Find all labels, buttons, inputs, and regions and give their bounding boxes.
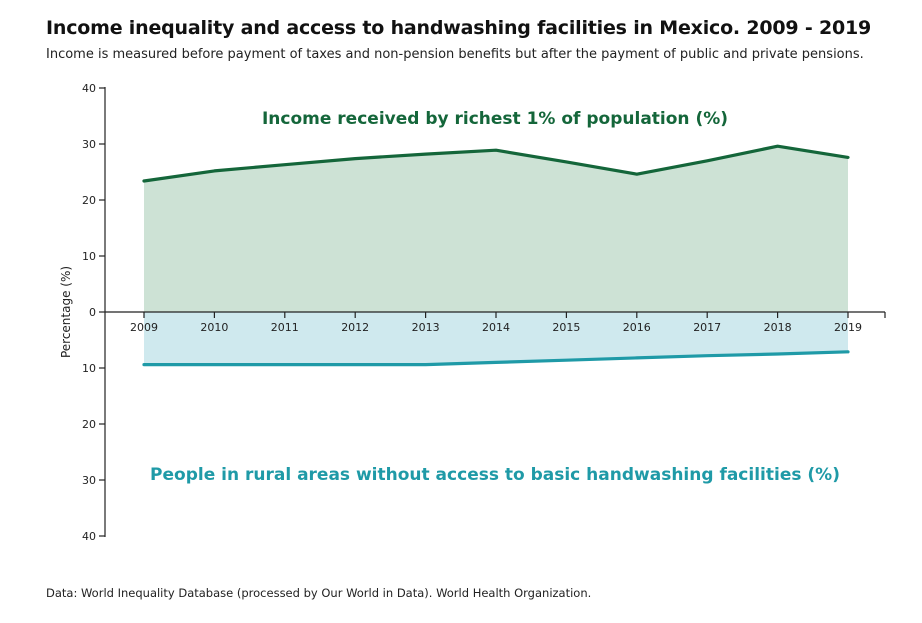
- y-tick-label: 40: [82, 530, 96, 543]
- series-line-1: [142, 350, 850, 367]
- x-tick-label: 2011: [271, 321, 299, 334]
- x-tick-label: 2016: [623, 321, 651, 334]
- x-tick-label: 2014: [482, 321, 510, 334]
- x-tick-label: 2013: [412, 321, 440, 334]
- x-tick-label: 2015: [552, 321, 580, 334]
- series-label-income: Income received by richest 1% of populat…: [262, 109, 728, 129]
- y-tick-label: 30: [82, 138, 96, 151]
- x-tick-label: 2009: [130, 321, 158, 334]
- x-tick-label: 2012: [341, 321, 369, 334]
- x-tick-label: 2018: [764, 321, 792, 334]
- y-tick-label: 40: [82, 82, 96, 95]
- data-source-note: Data: World Inequality Database (process…: [46, 586, 592, 600]
- y-tick-label: 20: [82, 418, 96, 431]
- x-axis-ticks: 2009 2010 2011 2012 2013 2014 2015 2016 2017 2018…: [130, 312, 862, 334]
- x-tick-label: 2019: [834, 321, 862, 334]
- chart-subtitle: Income is measured before payment of tax…: [46, 47, 864, 62]
- x-tick-label: 2010: [200, 321, 228, 334]
- y-tick-label: 30: [82, 474, 96, 487]
- y-tick-label: 10: [82, 250, 96, 263]
- y-tick-label: 20: [82, 194, 96, 207]
- series-area-1: [144, 312, 848, 365]
- series-line-0: [142, 144, 850, 183]
- series-area-0: [144, 146, 848, 312]
- y-tick-label: 10: [82, 362, 96, 375]
- y-axis-title: Percentage (%): [59, 266, 73, 358]
- series-label-handwashing: People in rural areas without access to …: [150, 465, 840, 485]
- series-areas: [142, 144, 850, 367]
- x-tick-label: 2017: [693, 321, 721, 334]
- series-labels: Income received by richest 1% of populat…: [150, 109, 840, 485]
- y-tick-label: 0: [89, 306, 96, 319]
- chart-title: Income inequality and access to handwash…: [46, 17, 872, 39]
- y-axis-ticks: 0 10 20 30 40 10 20 30 40: [82, 82, 105, 543]
